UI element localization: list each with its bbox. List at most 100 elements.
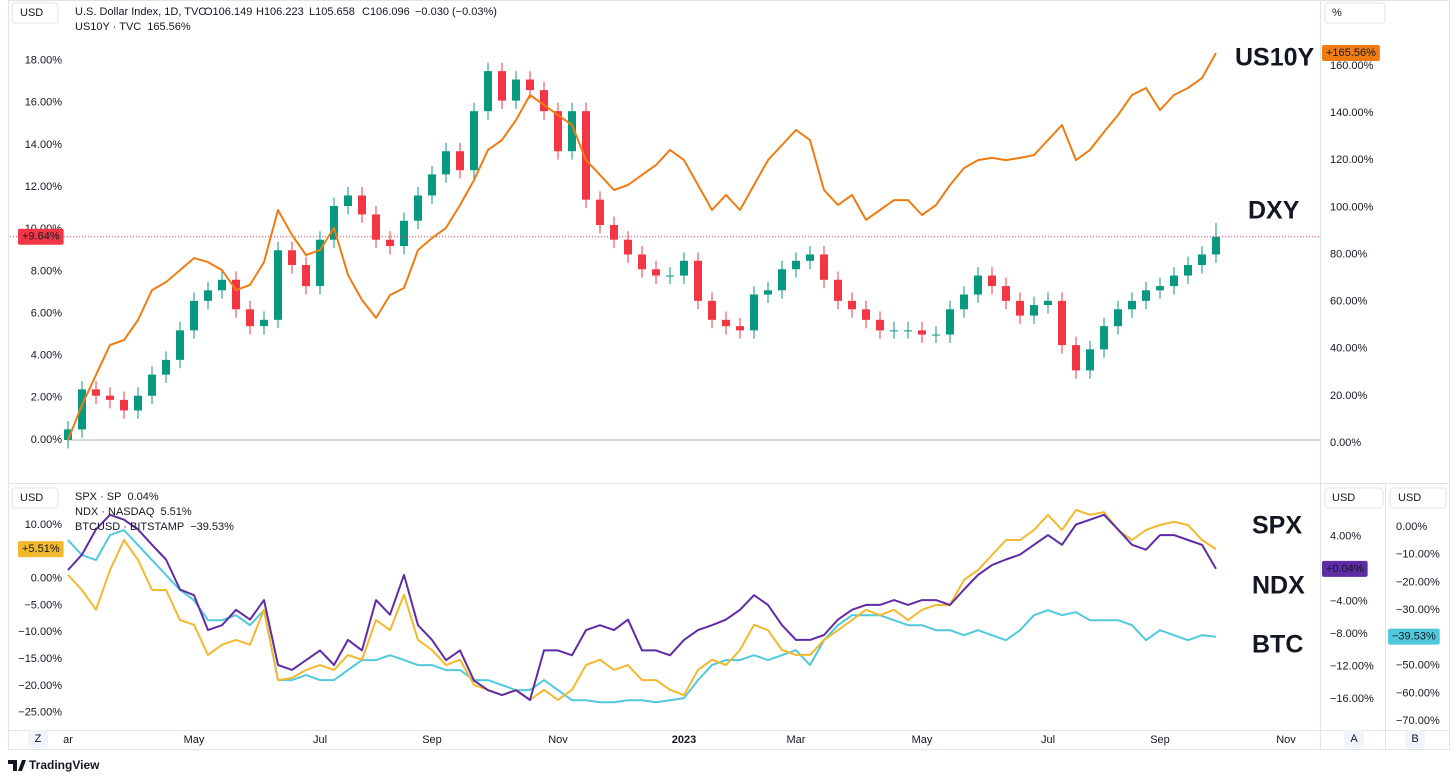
candle-body	[148, 374, 156, 396]
price-badge-label: +9.64%	[22, 231, 60, 243]
candle-body	[1170, 275, 1178, 287]
candle-body	[932, 334, 940, 336]
candle-body	[260, 319, 268, 327]
candle-body	[64, 429, 72, 440]
x-tick-label: Sep	[422, 734, 442, 746]
legend-name: US10Y · TVC	[75, 21, 141, 33]
candle-body	[750, 294, 758, 331]
candle-body	[1030, 305, 1038, 316]
button[interactable]	[1344, 730, 1364, 748]
candle-body	[680, 260, 688, 276]
y2-tick-label: 140.00%	[1330, 107, 1374, 119]
candle-body	[568, 111, 576, 152]
y2-tick-label: 80.00%	[1330, 248, 1368, 260]
x-tick-label: Mar	[787, 734, 806, 746]
candle-body	[1212, 236, 1220, 255]
brand-logo	[8, 760, 26, 771]
candle-body	[582, 111, 590, 200]
candle-body	[372, 214, 380, 240]
legend-value: 5.51%	[160, 506, 191, 518]
y-tick-label: 2.00%	[31, 392, 62, 404]
button[interactable]	[1405, 730, 1425, 748]
unit-box[interactable]	[1389, 487, 1447, 509]
candle-body	[386, 239, 394, 247]
chart-frame	[8, 0, 1450, 750]
candle-body	[1016, 300, 1024, 316]
candle-body	[610, 224, 618, 240]
y2-tick-label: 100.00%	[1330, 201, 1374, 213]
candle-body	[120, 399, 128, 411]
candle-body	[694, 260, 702, 301]
candle-body	[792, 260, 800, 270]
x-tick-label: ar	[63, 734, 73, 746]
legend-value: 0.04%	[127, 491, 158, 503]
price-badge-label: +0.04%	[1326, 563, 1364, 575]
candle-body	[92, 389, 100, 396]
button[interactable]	[28, 730, 48, 748]
candle-body	[512, 79, 520, 101]
annotation: SPX	[1252, 512, 1302, 540]
change: −0.030 (−0.03%)	[415, 6, 497, 18]
unit-box[interactable]	[11, 2, 59, 24]
y2-tick-label: 20.00%	[1330, 390, 1368, 402]
y3-tick-label: −70.00%	[1396, 715, 1440, 727]
candle-body	[442, 151, 450, 175]
price-badge	[18, 541, 64, 558]
candle-body	[778, 269, 786, 291]
unit-box[interactable]	[11, 487, 59, 509]
y3-tick-label: 0.00%	[1396, 521, 1427, 533]
series-line	[67, 509, 1217, 701]
price-badge	[1388, 628, 1440, 645]
legend-value: 165.56%	[147, 21, 191, 33]
candle-body	[1072, 345, 1080, 371]
y-tick-label: 6.00%	[31, 307, 62, 319]
candle-body	[596, 199, 604, 225]
candle-body	[1058, 300, 1066, 346]
candle-body	[400, 220, 408, 247]
candle-body	[554, 111, 562, 152]
series-line	[67, 52, 1217, 441]
ohlc-high: H106.223	[256, 6, 304, 18]
x-tick-label: Nov	[1276, 734, 1296, 746]
y3-tick-label: −10.00%	[1396, 549, 1440, 561]
candle-body	[876, 319, 884, 331]
x-tick-label: Jul	[313, 734, 327, 746]
y-tick-label: 10.00%	[25, 519, 63, 531]
y-tick-label: 16.00%	[25, 97, 63, 109]
price-badge-label: +165.56%	[1326, 47, 1376, 59]
candle-body	[358, 195, 366, 215]
candle-body	[1114, 309, 1122, 327]
y-tick-label: −10.00%	[18, 626, 62, 638]
unit-box[interactable]	[1324, 2, 1386, 24]
annotation: US10Y	[1235, 44, 1315, 72]
x-tick-label: Nov	[548, 734, 568, 746]
candle-body	[1198, 254, 1206, 266]
candle-body	[162, 359, 170, 375]
candle-body	[330, 206, 338, 240]
candle-body	[498, 71, 506, 101]
button-label[interactable]: B	[1411, 733, 1418, 745]
candle-body	[624, 239, 632, 255]
y3-tick-label: −60.00%	[1396, 687, 1440, 699]
candle-body	[302, 265, 310, 287]
y2-tick-label: −4.00%	[1330, 596, 1368, 608]
button-label[interactable]: A	[1350, 733, 1358, 745]
candle-body	[1184, 265, 1192, 276]
candle-body	[764, 290, 772, 295]
candle-body	[176, 330, 184, 360]
button-label[interactable]: Z	[35, 733, 42, 745]
unit-box[interactable]	[1324, 487, 1384, 509]
y2-tick-label: 0.00%	[1330, 437, 1361, 449]
y2-tick-label: 4.00%	[1330, 531, 1361, 543]
y-tick-label: −5.00%	[24, 599, 62, 611]
annotation: DXY	[1248, 197, 1300, 225]
candle-body	[470, 111, 478, 171]
legend-name: NDX · NASDAQ	[75, 506, 155, 518]
y2-tick-label: −16.00%	[1330, 693, 1374, 705]
price-badge-label: −39.53%	[1392, 631, 1436, 643]
candle-body	[344, 195, 352, 207]
y2-tick-label: 160.00%	[1330, 60, 1374, 72]
candle-body	[1142, 290, 1150, 301]
y3-tick-label: −30.00%	[1396, 604, 1440, 616]
candle-body	[190, 300, 198, 331]
